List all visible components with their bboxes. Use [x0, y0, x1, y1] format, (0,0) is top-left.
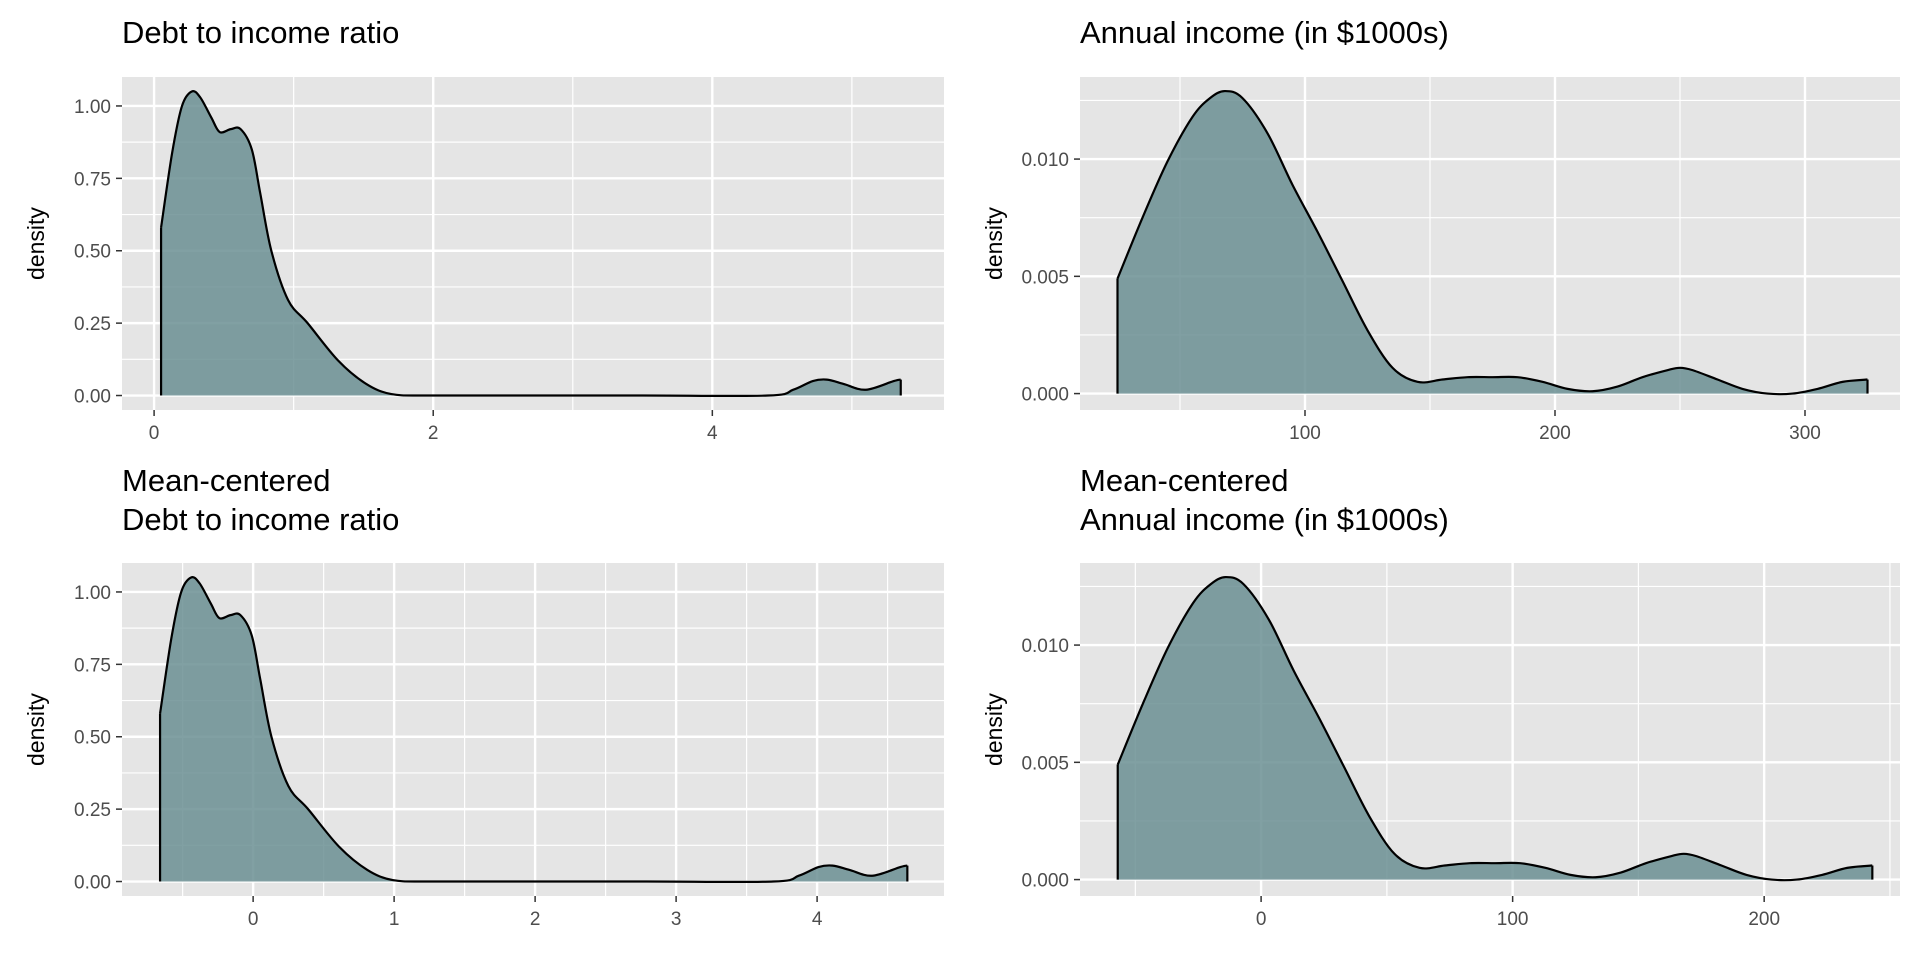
y-axis-label: density — [981, 693, 1007, 766]
y-tick-label: 0.25 — [74, 314, 111, 335]
y-tick-label: 0.010 — [1021, 636, 1069, 657]
y-tick-label: 0.000 — [1021, 385, 1069, 406]
y-tick-label: 0.50 — [74, 242, 111, 263]
density-area — [161, 91, 901, 396]
x-tick-label: 2 — [530, 909, 541, 930]
x-tick-label: 300 — [1789, 423, 1821, 444]
y-axis-label: density — [23, 693, 49, 766]
x-tick-label: 4 — [812, 909, 823, 930]
density-line — [158, 576, 908, 884]
chart-title: Annual income (in $1000s) — [1080, 15, 1449, 50]
y-tick-label: 0.75 — [74, 169, 111, 190]
chart-panel-4: 0.000 0.005 0.010 0 100 200 density Mean-center… — [981, 463, 1900, 930]
chart-title: Debt to income ratio — [122, 15, 399, 50]
density-line — [1116, 89, 1868, 396]
x-tick-label: 100 — [1289, 423, 1321, 444]
chart-panel-2: 0.000 0.005 0.010 100 200 300 density Annual in… — [981, 15, 1900, 444]
density-area — [1117, 91, 1868, 395]
y-tick-label: 0.75 — [74, 655, 111, 676]
x-tick-label: 4 — [707, 423, 718, 444]
y-tick-label: 0.00 — [74, 387, 111, 408]
y-tick-label: 0.000 — [1021, 871, 1069, 892]
y-tick-label: 0.25 — [74, 800, 111, 821]
chart-title: Debt to income ratio — [122, 502, 399, 537]
chart-title: Annual income (in $1000s) — [1080, 502, 1449, 537]
y-tick-label: 1.00 — [74, 97, 111, 118]
chart-panel-3: 0.00 0.25 0.50 0.75 1.00 0 1 2 3 4 density Mean-cen… — [23, 463, 944, 930]
y-tick-label: 0.010 — [1021, 150, 1069, 171]
x-tick-label: 0 — [149, 423, 160, 444]
density-area — [160, 577, 908, 882]
x-tick-label: 1 — [389, 909, 400, 930]
density-line — [1116, 575, 1873, 882]
x-tick-label: 0 — [1256, 909, 1267, 930]
density-line — [159, 90, 901, 398]
y-tick-label: 1.00 — [74, 583, 111, 604]
y-tick-label: 0.00 — [74, 873, 111, 894]
density-area — [1117, 577, 1873, 881]
y-axis-label: density — [23, 207, 49, 280]
x-tick-label: 200 — [1748, 909, 1780, 930]
x-tick-label: 3 — [671, 909, 682, 930]
y-tick-label: 0.005 — [1021, 267, 1069, 288]
x-tick-label: 2 — [428, 423, 439, 444]
y-axis-label: density — [981, 207, 1007, 280]
x-tick-label: 200 — [1539, 423, 1571, 444]
x-tick-label: 0 — [248, 909, 259, 930]
x-tick-label: 100 — [1497, 909, 1529, 930]
chart-title: Mean-centered — [1080, 463, 1289, 498]
chart-title: Mean-centered — [122, 463, 331, 498]
y-tick-label: 0.005 — [1021, 753, 1069, 774]
chart-panel-1: 0.00 0.25 0.50 0.75 1.00 0 2 4 density Debt to in… — [23, 15, 944, 444]
y-tick-label: 0.50 — [74, 728, 111, 749]
